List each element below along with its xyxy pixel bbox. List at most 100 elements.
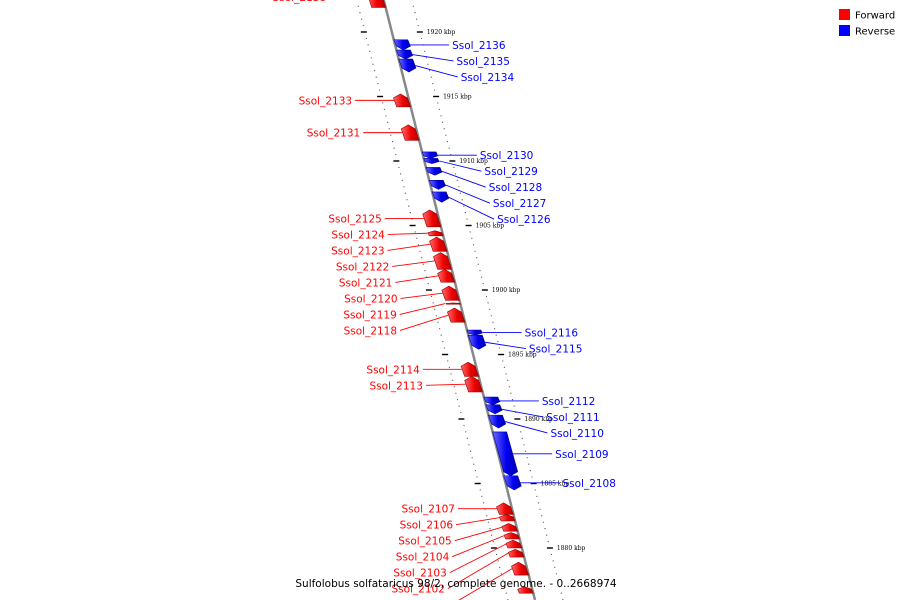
gene-ssol-2136[interactable] — [393, 39, 411, 51]
scale-minor-tick — [414, 231, 416, 233]
gene-ssol-2106[interactable] — [499, 514, 516, 522]
label-leader-line — [439, 160, 482, 172]
gene-ssol-2105[interactable] — [501, 523, 519, 532]
gene-label[interactable]: Ssol_2133 — [299, 95, 352, 107]
gene-label[interactable]: Ssol_2103 — [393, 568, 446, 580]
gene-ssol-2135[interactable] — [395, 49, 414, 60]
label-leader-line — [387, 243, 431, 251]
gene-ssol-2112[interactable] — [483, 396, 501, 406]
gene-label[interactable]: Ssol_2123 — [331, 245, 384, 257]
scale-minor-tick — [466, 437, 468, 439]
gene-ssol-2115[interactable] — [467, 334, 487, 350]
gene-label[interactable]: Ssol_2121 — [339, 277, 392, 289]
gene-ssol-2109[interactable] — [492, 431, 519, 477]
gene-label[interactable]: Ssol_2129 — [484, 166, 537, 178]
label-leader-line — [504, 421, 548, 434]
gene-label[interactable]: Ssol_2118 — [344, 325, 397, 337]
gene-label[interactable]: Ssol_2126 — [497, 214, 551, 226]
gene-ssol-2124[interactable] — [427, 230, 444, 237]
gene-label[interactable]: Ssol_2138 — [273, 0, 326, 4]
gene-ssol-2133[interactable] — [393, 93, 412, 108]
gene-label[interactable]: Ssol_2115 — [529, 344, 582, 356]
scale-minor-tick — [415, 18, 418, 20]
gene-label[interactable]: Ssol_2122 — [336, 261, 389, 273]
gene-ssol-2110[interactable] — [487, 414, 507, 429]
gene-label[interactable]: Ssol_2124 — [331, 229, 385, 241]
gene-ssol-2123[interactable] — [429, 236, 448, 252]
gene-ssol-2107[interactable] — [496, 502, 514, 515]
gene-ssol-2127[interactable] — [428, 180, 446, 190]
scale-minor-tick — [492, 540, 494, 543]
gene-ssol-2138[interactable] — [366, 0, 387, 8]
gene-label[interactable]: Ssol_2111 — [546, 412, 599, 424]
scale-minor-tick — [432, 83, 434, 85]
gene-ssol-2118[interactable] — [447, 307, 466, 323]
gene-label[interactable]: Ssol_2112 — [542, 396, 595, 408]
gene-label[interactable]: Ssol_2135 — [456, 56, 509, 68]
gene-ssol-2122[interactable] — [433, 252, 453, 270]
gene-label[interactable]: Ssol_2120 — [344, 293, 397, 305]
scale-minor-tick — [403, 186, 405, 188]
gene-label[interactable]: Ssol_2136 — [452, 40, 506, 52]
gene-label[interactable]: Ssol_2114 — [366, 364, 420, 376]
scale-minor-tick — [499, 566, 501, 568]
gene-label[interactable]: Ssol_2134 — [461, 72, 515, 84]
gene-ssol-2104[interactable] — [503, 532, 521, 540]
gene-ssol-2125[interactable] — [422, 209, 442, 228]
gene-ssol-2101[interactable] — [511, 561, 530, 576]
gene-label[interactable]: Ssol_2119 — [343, 309, 396, 321]
scale-minor-tick — [534, 489, 536, 491]
gene-label[interactable]: Ssol_2130 — [480, 150, 533, 162]
gene-label[interactable]: Ssol_2116 — [525, 328, 579, 340]
gene-label[interactable]: Ssol_2106 — [400, 520, 454, 532]
scale-minor-tick — [507, 379, 509, 381]
scale-ticks: 1920 kbp 1915 kbp 1910 kbp 1905 kbp 1900 kbp… — [357, 5, 586, 600]
scale-minor-tick — [482, 502, 485, 504]
gene-ssol-2114[interactable] — [460, 361, 480, 377]
gene-label[interactable]: Ssol_2104 — [396, 552, 450, 564]
gene-ssol-2126[interactable] — [431, 191, 450, 203]
gene-label[interactable]: Ssol_2127 — [493, 198, 546, 210]
label-leader-line — [441, 170, 486, 188]
gene-label[interactable]: Ssol_2131 — [307, 128, 360, 140]
gene-label[interactable]: Ssol_2102 — [391, 584, 444, 596]
gene-ssol-2128[interactable] — [425, 167, 443, 176]
gene-label[interactable]: Ssol_2125 — [328, 213, 381, 225]
scale-minor-tick — [521, 437, 523, 439]
scale-minor-tick — [508, 386, 510, 388]
gene-ssol-2119[interactable] — [445, 302, 461, 305]
gene-label[interactable]: Ssol_2107 — [402, 504, 455, 516]
gene-ssol-2134[interactable] — [398, 58, 417, 73]
scale-minor-tick — [523, 444, 525, 446]
scale-minor-tick — [432, 302, 434, 304]
gene-label[interactable]: Ssol_2108 — [562, 478, 615, 490]
gene-label[interactable]: Ssol_2109 — [555, 449, 608, 461]
gene-label[interactable]: Ssol_2128 — [489, 182, 542, 194]
scale-minor-tick — [401, 179, 403, 181]
gene-ssol-2116[interactable] — [466, 329, 483, 336]
scale-minor-tick — [420, 37, 423, 40]
gene-ssol-2113[interactable] — [464, 376, 483, 393]
scale-minor-tick — [479, 270, 481, 272]
gene-label[interactable]: Ssol_2110 — [550, 428, 603, 440]
gene-ssol-2130[interactable] — [421, 151, 439, 159]
gene-unlabeled[interactable] — [517, 586, 534, 594]
gene-ssol-2111[interactable] — [485, 404, 503, 415]
scale-minor-tick — [425, 57, 427, 59]
genome-backbone — [382, 0, 537, 600]
gene-ssol-2121[interactable] — [437, 269, 456, 283]
scale-minor-tick — [357, 5, 359, 7]
scale-minor-tick — [443, 347, 446, 349]
gene-ssol-2131[interactable] — [400, 124, 420, 141]
gene-ssol-2129[interactable] — [423, 158, 440, 164]
scale-tick-label: 1885 kbp — [541, 481, 570, 488]
gene-label[interactable]: Ssol_2105 — [398, 536, 451, 548]
gene-ssol-2108[interactable] — [503, 475, 522, 491]
gene-label[interactable]: Ssol_2113 — [369, 380, 422, 392]
gene-ssol-2120[interactable] — [441, 285, 460, 301]
gene-ssol-2102[interactable] — [507, 548, 525, 558]
scale-minor-tick — [453, 386, 455, 388]
gene-ssol-2103[interactable] — [505, 539, 523, 549]
scale-minor-tick — [365, 37, 368, 40]
scale-minor-tick — [497, 560, 499, 562]
